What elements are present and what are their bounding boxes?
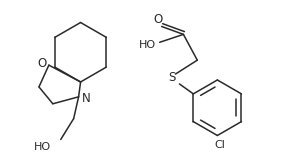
Text: N: N [82, 92, 91, 105]
Text: O: O [153, 13, 162, 26]
Text: O: O [37, 57, 46, 70]
Text: Cl: Cl [214, 140, 225, 150]
Text: S: S [168, 70, 175, 84]
Text: HO: HO [139, 40, 156, 50]
Text: HO: HO [34, 142, 51, 152]
